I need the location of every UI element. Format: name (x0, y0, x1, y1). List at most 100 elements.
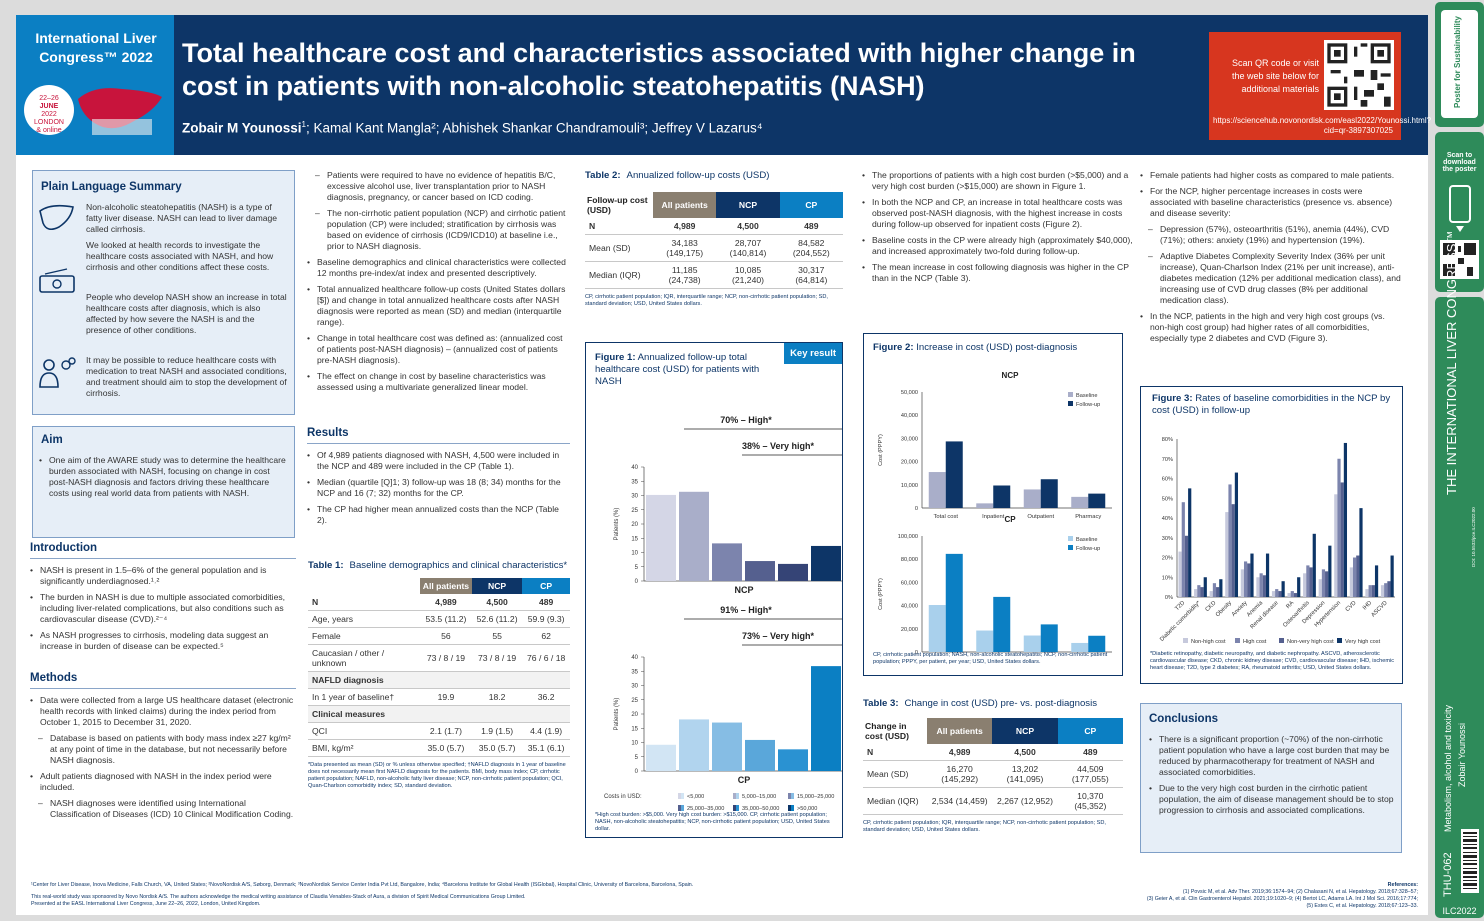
y-tick-label: 15 (631, 726, 638, 732)
legend-item: 15,000–25,000 (797, 794, 834, 800)
legend-item: 5,000–15,000 (742, 794, 776, 800)
bar (679, 719, 709, 771)
bar (1318, 579, 1322, 597)
table-cell: 59.9 (9.3) (522, 610, 570, 628)
methods-sub-bullet: Patients were required to have no eviden… (307, 170, 570, 203)
bar (1200, 587, 1204, 597)
bar (1293, 593, 1298, 597)
x-tick-label: ASCVD (1370, 600, 1388, 618)
y-tick-label: 10 (631, 551, 638, 557)
conclusions-bullet: Due to the very high cost burden in the … (1149, 783, 1395, 816)
chart-title: CP (738, 775, 751, 785)
table2-col-header: CP (779, 192, 843, 218)
bar (1240, 569, 1244, 597)
bar (1384, 583, 1388, 597)
bar (778, 749, 808, 771)
results-column-5: Female patients had higher costs as comp… (1140, 170, 1403, 349)
methods: Methods Data were collected from a large… (30, 672, 296, 825)
bar (1228, 484, 1232, 597)
bar (1071, 496, 1089, 508)
bar (1309, 567, 1313, 597)
bar (1088, 493, 1106, 508)
row-label: N (585, 218, 653, 235)
table3-title: Change in cost (USD) pre- vs. post-diagn… (904, 698, 1098, 709)
conference-name: International Liver Congress™ 2022 (35, 30, 157, 65)
table-cell: 44,509 (177,055) (1057, 760, 1123, 788)
qr-url-link[interactable]: https://sciencehub.novonordisk.com/easl2… (1213, 116, 1432, 135)
table-row: Female 56 55 62 (308, 627, 570, 645)
bar (1297, 577, 1301, 597)
bar (1231, 504, 1235, 597)
bar (712, 543, 742, 581)
table1-section: Table 1: Baseline demographics and clini… (308, 560, 570, 790)
figure2-chart: NCP 0 10,000 20,000 30,000 40,000 50,000 Cost (… (878, 371, 1112, 656)
table3-col-header: All patients (927, 718, 993, 744)
table2-footnote: CP, cirrhotic patient population; IQR, i… (585, 294, 828, 307)
table-row: In 1 year of baseline† 19.9 18.2 36.2 (308, 688, 570, 706)
table3-footnote: CP, cirrhotic patient population; IQR, i… (863, 820, 1106, 833)
table1-label: Table 1: (308, 560, 344, 571)
bar (679, 491, 709, 581)
bar (945, 553, 963, 652)
bar (1194, 589, 1198, 597)
qr-code-icon[interactable] (1440, 240, 1479, 279)
y-tick-label: 0 (915, 506, 918, 512)
doi: DOI: 10.5533/pce.ILC2022.00 (1471, 507, 1476, 567)
y-tick-label: 35 (631, 479, 638, 485)
y-tick-label: 10% (1162, 575, 1173, 581)
footer: ¹Center for Liver Disease, Inova Medicin… (31, 882, 931, 908)
y-tick-label: 20% (1162, 556, 1173, 562)
fig2-title: Increase in cost (USD) post-diagnosis (916, 342, 1078, 353)
bar (1306, 565, 1310, 597)
bar (1197, 585, 1201, 597)
table-row: Median (IQR) 2,534 (14,459) 2,267 (12,952)… (863, 787, 1123, 815)
bar (1380, 585, 1385, 597)
results-bullet: In the NCP, patients in the high and ver… (1140, 311, 1403, 344)
fig3-title: Rates of baseline comorbidities in the N… (1152, 393, 1391, 416)
y-tick-label: 30 (631, 684, 638, 690)
legend-item: 35,000–50,000 (742, 806, 779, 812)
legend-swatch (788, 805, 791, 811)
bar (1234, 472, 1239, 597)
legend-swatch (1279, 638, 1284, 643)
leaf-icon: Poster for Sustainability (1441, 10, 1478, 118)
sponsorship: This real-world study was sponsored by N… (31, 894, 526, 900)
legend-item: High cost (1243, 639, 1267, 645)
aim-text: One aim of the AWARE study was to determ… (39, 455, 289, 499)
table-cell: 489 (1057, 744, 1123, 761)
figure1-chart: 70% – High* 38% – Very high* 0 5 10 15 20 25 30 3… (604, 415, 842, 812)
table-row: Age, years 53.5 (11.2) 52.6 (11.2) 59.9 (9.… (308, 610, 570, 628)
fig2-label: Figure 2: (873, 342, 914, 353)
authors: Zobair M Younossi1; Kamal Kant Mangla²; … (182, 120, 763, 136)
qr-code-icon[interactable] (1324, 40, 1394, 110)
bar (778, 563, 808, 581)
bar (1023, 635, 1041, 652)
bar (1071, 642, 1089, 652)
row-label: Clinical measures (308, 705, 570, 723)
table-cell: 4,989 (927, 744, 993, 761)
table2-col-header: All patients (653, 192, 717, 218)
results-continued: The proportions of patients with a high … (862, 170, 1138, 289)
y-tick-label: 50,000 (901, 390, 918, 396)
x-tick-label: T2D (1174, 600, 1186, 612)
table-cell: 11,185 (24,738) (653, 261, 717, 289)
conclusions-bullet: There is a significant proportion (~70%)… (1149, 734, 1395, 778)
table2-section: Table 2: Annualized follow-up costs (USD… (585, 170, 843, 308)
bar (1275, 589, 1279, 597)
table-cell: 35.0 (5.7) (471, 739, 523, 757)
table-row: Median (IQR) 11,185 (24,738) 10,085 (21,24… (585, 261, 843, 289)
row-label: Caucasian / other / unknown (308, 644, 420, 672)
qr-panel[interactable]: Scan QR code or visit the web site below… (1209, 32, 1432, 140)
references-heading: References: (1387, 882, 1418, 888)
legend-item: 25,000–35,000 (687, 806, 724, 812)
table-row: Mean (SD) 34,183 (149,175) 28,707 (140,814… (585, 234, 843, 262)
legend-swatch (1068, 392, 1073, 397)
table-cell: 4,989 (653, 218, 717, 235)
table-cell: 30,317 (64,814) (779, 261, 843, 289)
aim-box: Aim One aim of the AWARE study was to de… (32, 426, 295, 538)
y-tick-label: 35 (631, 669, 638, 675)
fig2-footnote: CP, cirrhotic patient population; NASH, … (873, 652, 1108, 665)
methods-bullet: The effect on change in cost by baseline… (307, 371, 570, 393)
bar (1325, 571, 1329, 597)
download-panel[interactable]: Scan to download the poster (1435, 132, 1484, 292)
